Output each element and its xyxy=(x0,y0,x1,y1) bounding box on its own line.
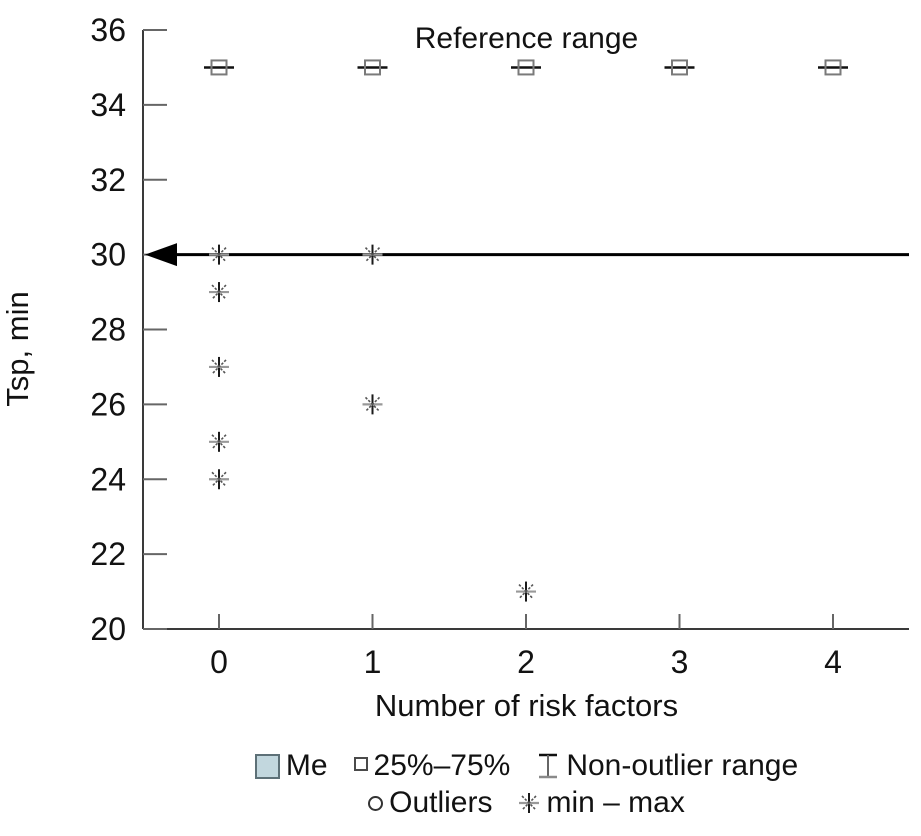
quartile-box-marker xyxy=(210,59,228,76)
y-tick-label: 20 xyxy=(90,611,126,647)
reference-arrow-head xyxy=(145,243,177,267)
minmax-marker xyxy=(211,359,227,375)
legend-label-nonoutlier: Non-outlier range xyxy=(566,749,799,782)
y-tick-label: 34 xyxy=(90,87,126,123)
outlier-circle-icon xyxy=(368,795,384,811)
minmax-marker xyxy=(364,396,381,412)
legend-item-median: Me xyxy=(254,749,328,783)
y-tick-label: 30 xyxy=(90,237,126,273)
x-tick-label: 3 xyxy=(671,644,689,680)
minmax-marker xyxy=(211,247,227,263)
x-tick-label: 0 xyxy=(210,644,228,680)
quartile-box-marker xyxy=(517,59,535,76)
quartile-box-marker xyxy=(671,59,688,76)
median-swatch-icon xyxy=(254,753,280,779)
x-axis-title: Number of risk factors xyxy=(374,688,679,723)
y-tick-label: 28 xyxy=(90,312,126,348)
chart-title: Reference range xyxy=(414,22,639,55)
whisker-ibeam-icon xyxy=(539,753,558,779)
legend-item-outliers: Outliers xyxy=(368,786,492,820)
y-axis-title: Tsp, min xyxy=(0,291,35,407)
minmax-marker xyxy=(211,471,227,487)
y-tick-label: 22 xyxy=(90,536,126,572)
minmax-marker xyxy=(211,434,227,450)
legend-row-1: Me 25%–75% Non-outlier range xyxy=(254,749,798,783)
x-tick-label: 1 xyxy=(364,644,382,680)
legend-item-nonoutlier: Non-outlier range xyxy=(536,749,798,783)
legend-label-minmax: min – max xyxy=(546,786,685,819)
legend-label-median: Me xyxy=(285,749,328,782)
legend: Me 25%–75% Non-outlier range Outliers xyxy=(143,749,910,820)
quartile-box-marker xyxy=(824,59,842,76)
legend-label-outliers: Outliers xyxy=(389,786,493,819)
y-tick-label: 32 xyxy=(90,162,126,198)
minmax-marker xyxy=(518,583,534,600)
x-tick-label: 2 xyxy=(517,644,535,680)
legend-item-minmax: min – max xyxy=(518,786,685,820)
y-tick-label: 26 xyxy=(90,386,126,422)
y-tick-label: 24 xyxy=(90,461,126,497)
minmax-marker xyxy=(364,247,381,263)
minmax-asterisk-icon xyxy=(519,793,540,813)
minmax-marker xyxy=(211,284,227,300)
legend-row-2: Outliers min – max xyxy=(368,786,685,820)
x-tick-label: 4 xyxy=(824,644,842,680)
y-tick-label: 36 xyxy=(90,12,126,48)
legend-label-quartiles: 25%–75% xyxy=(373,749,511,782)
legend-item-quartiles: 25%–75% xyxy=(353,749,511,783)
quartile-box-icon xyxy=(353,757,368,771)
quartile-box-marker xyxy=(364,59,381,76)
